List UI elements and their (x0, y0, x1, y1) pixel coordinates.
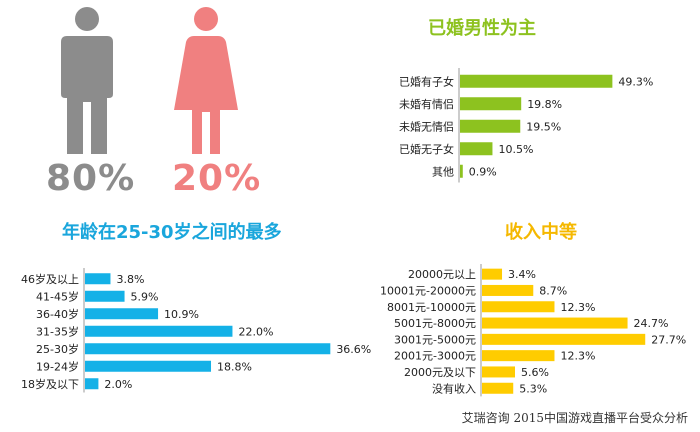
category-label: 8001元-10000元 (387, 301, 476, 314)
value-label: 36.6% (336, 343, 371, 356)
value-label: 2.0% (104, 378, 132, 391)
bar (85, 273, 111, 285)
category-label: 没有收入 (432, 381, 476, 395)
category-label: 3001元-5000元 (394, 333, 476, 346)
value-label: 10.9% (164, 308, 199, 321)
value-label: 5.9% (131, 290, 159, 303)
bar (85, 308, 159, 320)
value-label: 18.8% (217, 360, 252, 373)
bar (460, 97, 522, 111)
value-label: 0.9% (469, 165, 497, 178)
value-label: 12.3% (560, 350, 595, 363)
value-label: 5.3% (519, 382, 547, 395)
bar (460, 164, 463, 178)
bar (482, 350, 555, 362)
value-label: 19.5% (526, 120, 561, 133)
value-label: 8.7% (539, 284, 567, 297)
bar (482, 301, 555, 313)
value-label: 19.8% (527, 98, 562, 111)
value-label: 5.6% (521, 366, 549, 379)
category-label: 2000元及以下 (404, 366, 476, 379)
age-chart-title: 年龄在25-30岁之间的最多 (62, 222, 282, 243)
category-label: 31-35岁 (36, 324, 79, 338)
source-note: 艾瑞咨询 2015中国游戏直播平台受众分析 (461, 411, 688, 425)
value-label: 3.8% (116, 273, 144, 286)
bar (460, 142, 493, 156)
category-label: 其他 (432, 165, 454, 178)
value-label: 3.4% (508, 268, 536, 281)
bar (482, 317, 628, 329)
bar (482, 333, 646, 345)
category-label: 已婚无子女 (399, 142, 454, 156)
category-label: 18岁及以下 (21, 377, 79, 391)
bar (482, 366, 515, 378)
bar (482, 284, 534, 296)
income-chart-title: 收入中等 (505, 222, 577, 243)
category-label: 41-45岁 (36, 289, 79, 303)
bar (482, 268, 503, 280)
category-label: 46岁及以上 (21, 272, 79, 286)
bar (460, 74, 613, 88)
value-label: 24.7% (634, 317, 669, 330)
value-label: 12.3% (560, 301, 595, 314)
category-label: 已婚有子女 (399, 74, 454, 88)
marital-chart-title: 已婚男性为主 (428, 18, 536, 39)
bar (85, 343, 331, 355)
male-figure-icon (61, 7, 113, 154)
female-percent: 20% (172, 158, 262, 199)
category-label: 10001元-20000元 (380, 284, 476, 297)
bar (85, 378, 99, 390)
category-label: 2001元-3000元 (394, 350, 476, 363)
bar (460, 119, 521, 133)
value-label: 27.7% (651, 333, 686, 346)
category-label: 36-40岁 (36, 307, 79, 321)
bar (85, 290, 125, 302)
category-label: 未婚有情侣 (399, 97, 454, 111)
category-label: 未婚无情侣 (399, 119, 454, 133)
value-label: 10.5% (498, 143, 533, 156)
category-label: 20000元以上 (408, 268, 476, 281)
category-label: 25-30岁 (36, 342, 79, 356)
female-figure-icon (174, 7, 238, 154)
bar (85, 360, 212, 372)
income-distribution-chart: 20000元以上 3.4% 10001元-20000元 8.7% 8001元-10000… (380, 264, 686, 397)
bar (85, 325, 233, 337)
male-percent: 80% (46, 158, 136, 199)
category-label: 19-24岁 (36, 359, 79, 373)
age-distribution-chart: 46岁及以上 3.8% 41-45岁 5.9% 36-40岁 10.9% 31-35岁 22.… (21, 268, 371, 393)
category-label: 5001元-8000元 (394, 317, 476, 330)
bar (482, 382, 514, 394)
marital-status-chart: 已婚有子女 49.3% 未婚有情侣 19.8% 未婚无情侣 19.5% 已婚无子女 10.5%… (399, 68, 653, 183)
value-label: 49.3% (618, 75, 653, 88)
value-label: 22.0% (238, 325, 273, 338)
